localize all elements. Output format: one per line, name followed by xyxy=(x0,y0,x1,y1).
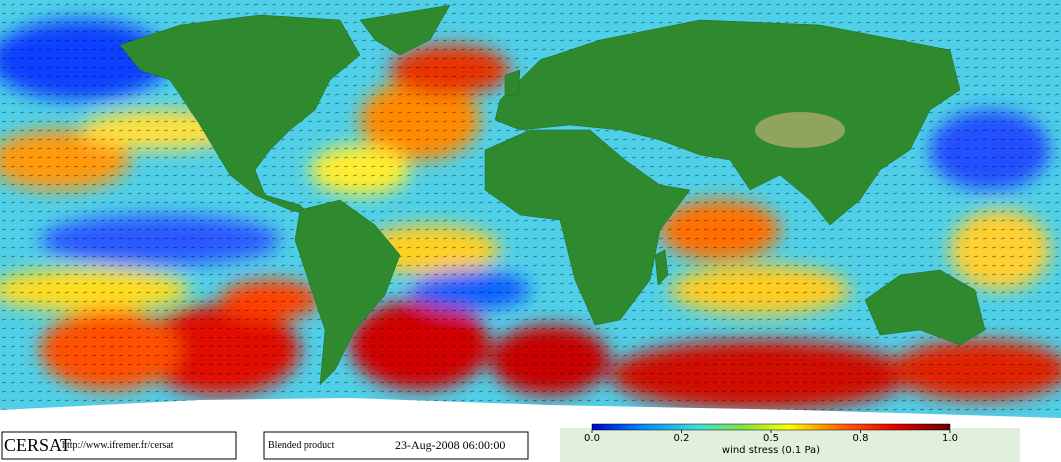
land xyxy=(119,4,986,386)
colorbar-label: wind stress (0.1 Pa) xyxy=(722,445,820,456)
colorbar-tick-label: 0.0 xyxy=(584,433,600,444)
colorbar-tick-label: 1.0 xyxy=(942,433,958,444)
date: 23-Aug-2008 06:00:00 xyxy=(395,438,505,452)
ocean-field xyxy=(0,0,1061,430)
colorbar xyxy=(591,423,951,431)
colorbar-tick-label: 0.2 xyxy=(674,433,690,444)
product-box xyxy=(263,431,529,460)
colorbar-tick-label: 0.8 xyxy=(853,433,869,444)
logo-box xyxy=(1,431,237,460)
colorbar-tick-label: 0.5 xyxy=(763,433,779,444)
product: Blended product xyxy=(268,440,335,451)
logo: CERSAT xyxy=(4,435,71,455)
url[interactable]: http://www.ifremer.fr/cersat xyxy=(62,440,174,451)
